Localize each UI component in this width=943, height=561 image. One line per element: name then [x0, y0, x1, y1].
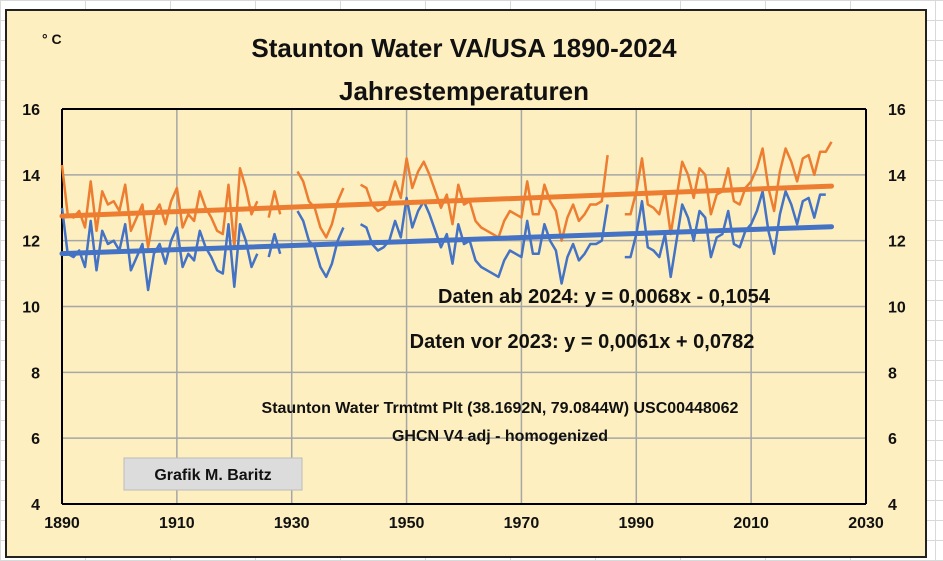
y-tick-label-left: 10 [22, 300, 40, 317]
y-tick-label-right: 6 [888, 431, 897, 448]
chart-title: Staunton Water VA/USA 1890-2024 [251, 33, 677, 63]
x-tick-label: 1890 [44, 515, 80, 532]
dataset-annotation: GHCN V4 adj - homogenized [392, 428, 608, 445]
y-tick-label-left: 8 [31, 365, 40, 382]
credit-box [123, 457, 303, 491]
trendline-label-blue: Daten vor 2023: y = 0,0061x + 0,0782 [410, 331, 755, 353]
y-tick-label-left: 16 [22, 102, 40, 119]
y-tick-label-right: 12 [888, 234, 906, 251]
y-tick-label-left: 12 [22, 234, 40, 251]
series-line-blue [60, 190, 826, 292]
trendline-orange [59, 183, 835, 219]
x-tick-label: 1910 [159, 515, 195, 532]
y-tick-label-right: 8 [888, 365, 897, 382]
x-tick-label: 1970 [504, 515, 540, 532]
y-tick-label-left: 14 [22, 168, 40, 185]
x-tick-label: 2030 [848, 515, 884, 532]
trendline-blue [59, 224, 835, 257]
series-line-orange [60, 141, 833, 249]
x-tick-label: 2010 [733, 515, 769, 532]
chart-subtitle: Jahrestemperaturen [339, 76, 589, 106]
y-unit-label: ° C [42, 31, 62, 47]
x-tick-label: 1950 [389, 515, 425, 532]
y-tick-label-right: 16 [888, 102, 906, 119]
y-tick-label-right: 14 [888, 168, 906, 185]
y-tick-label-left: 4 [31, 497, 40, 514]
y-tick-label-left: 6 [31, 431, 40, 448]
station-annotation: Staunton Water Trmtmt Plt (38.1692N, 79.… [262, 400, 739, 417]
credit-label: Grafik M. Baritz [154, 467, 271, 484]
x-tick-label: 1990 [618, 515, 654, 532]
trendline-label-orange: Daten ab 2024: y = 0,0068x - 0,1054 [438, 286, 771, 308]
y-tick-label-right: 10 [888, 300, 906, 317]
y-tick-label-right: 4 [888, 497, 897, 514]
x-tick-label: 1930 [274, 515, 310, 532]
